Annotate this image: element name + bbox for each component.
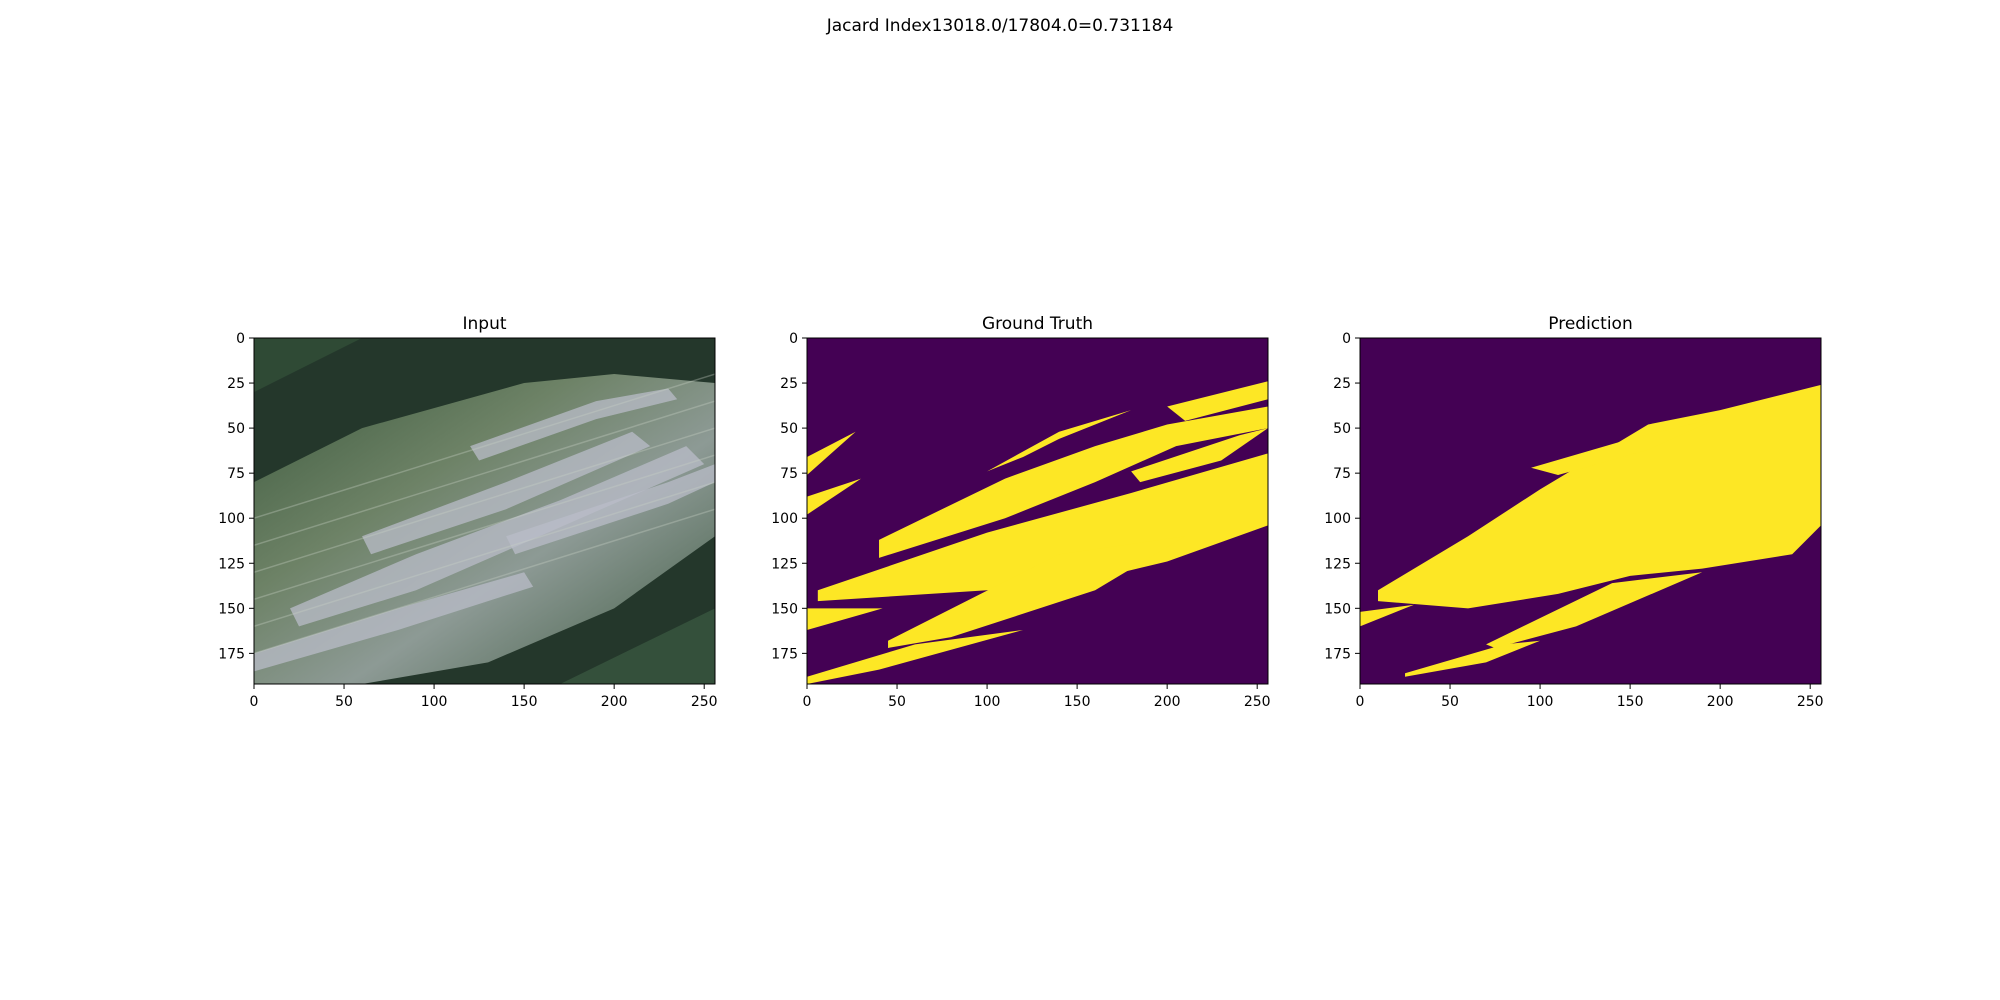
x-tick-label: 250: [1797, 694, 1824, 710]
y-tick-label: 50: [227, 421, 245, 437]
leaf-vein-1: [254, 400, 715, 546]
mask-region-3: [817, 453, 1268, 602]
x-tick-label: 50: [335, 694, 353, 710]
y-tick-label: 125: [771, 556, 798, 572]
x-tick-label: 0: [1356, 694, 1365, 710]
input-x-ticks: 0 50 100 150 200 250: [250, 684, 718, 710]
y-tick-label: 175: [218, 646, 245, 662]
x-tick-label: 250: [691, 694, 718, 710]
y-tick-label: 25: [227, 376, 245, 392]
x-tick-label: 50: [888, 694, 906, 710]
mask-region-2: [879, 406, 1268, 558]
y-tick-label: 25: [1333, 376, 1351, 392]
mask-region-3: [1486, 572, 1703, 648]
y-tick-label: 150: [218, 601, 245, 617]
y-tick-label: 125: [1324, 556, 1351, 572]
ground-truth-axes: Ground Truth 0 50 100 150 200 250 0 25 50 75 100 1…: [771, 314, 1270, 710]
mask-region-2: [1405, 640, 1541, 677]
mask-region-1: [1360, 604, 1415, 627]
input-image: [254, 338, 715, 684]
y-tick-label: 150: [1324, 601, 1351, 617]
y-tick-label: 50: [1333, 421, 1351, 437]
x-tick-label: 150: [1064, 694, 1091, 710]
y-tick-label: 125: [218, 556, 245, 572]
x-tick-label: 100: [421, 694, 448, 710]
input-y-ticks: 0 25 50 75 100 125 150 175: [218, 331, 254, 662]
prediction-y-ticks: 0 25 50 75 100 125 150 175: [1324, 331, 1360, 662]
y-tick-label: 100: [218, 511, 245, 527]
prediction-axes: Prediction 0 50 100 150 200 250 0 25 50 75 100 125…: [1324, 314, 1823, 710]
y-tick-label: 75: [227, 466, 245, 482]
x-tick-label: 100: [974, 694, 1001, 710]
y-tick-label: 0: [1342, 331, 1351, 347]
mask-region-6: [807, 629, 1024, 684]
x-tick-label: 150: [1617, 694, 1644, 710]
mask-region-0: [1378, 384, 1821, 609]
leaf-background-bottom: [560, 608, 715, 684]
ground-truth-x-ticks: 0 50 100 150 200 250: [803, 684, 1271, 710]
lesion-streak-1: [362, 431, 651, 555]
mask-region-4: [1531, 417, 1721, 475]
mask-region-5: [888, 536, 1186, 648]
ground-truth-axes-title: Ground Truth: [982, 314, 1093, 334]
x-tick-label: 200: [1154, 694, 1181, 710]
y-tick-label: 150: [771, 601, 798, 617]
x-tick-label: 200: [1707, 694, 1734, 710]
y-tick-label: 175: [1324, 646, 1351, 662]
mask-region-1: [807, 478, 862, 515]
y-tick-label: 0: [236, 331, 245, 347]
y-tick-label: 25: [780, 376, 798, 392]
mask-region-9: [1131, 428, 1268, 483]
y-tick-label: 100: [771, 511, 798, 527]
x-tick-label: 50: [1441, 694, 1459, 710]
x-tick-label: 250: [1244, 694, 1271, 710]
leaf-background-top: [254, 338, 363, 393]
x-tick-label: 100: [1527, 694, 1554, 710]
leaf-vein-0: [254, 373, 715, 519]
x-tick-label: 0: [803, 694, 812, 710]
y-tick-label: 175: [771, 646, 798, 662]
prediction-mask: [1360, 338, 1821, 684]
leaf-vein-5: [254, 508, 715, 655]
mask-region-4: [807, 608, 883, 630]
ground-truth-mask: [807, 338, 1268, 684]
leaf-vein-2: [254, 427, 715, 573]
x-tick-label: 150: [511, 694, 538, 710]
leaf-vein-3: [254, 454, 715, 601]
prediction-axes-frame: [1359, 337, 1822, 685]
ground-truth-y-ticks: 0 25 50 75 100 125 150 175: [771, 331, 807, 662]
mask-region-8: [1167, 381, 1268, 421]
y-tick-label: 0: [789, 331, 798, 347]
mask-region-7: [987, 410, 1132, 472]
leaf-vein-4: [254, 481, 715, 628]
mask-region-0: [807, 431, 856, 475]
prediction-axes-title: Prediction: [1548, 314, 1632, 334]
lesion-streak-4: [506, 464, 715, 555]
y-tick-label: 75: [1333, 466, 1351, 482]
y-tick-label: 100: [1324, 511, 1351, 527]
input-axes: Input 0 50 100 150 200 250 0 25 50 75 100 125 150 17…: [218, 314, 717, 710]
input-axes-title: Input: [462, 314, 506, 334]
x-tick-label: 0: [250, 694, 259, 710]
y-tick-label: 75: [780, 466, 798, 482]
x-tick-label: 200: [601, 694, 628, 710]
prediction-x-ticks: 0 50 100 150 200 250: [1356, 684, 1824, 710]
lesion-streak-2: [254, 572, 534, 672]
input-axes-frame: [253, 337, 716, 685]
figure-title: Jacard Index13018.0/17804.0=0.731184: [826, 16, 1174, 36]
y-tick-label: 50: [780, 421, 798, 437]
lesion-streak-3: [470, 388, 678, 461]
ground-truth-axes-frame: [806, 337, 1269, 685]
lesion-streak-0: [290, 446, 705, 627]
